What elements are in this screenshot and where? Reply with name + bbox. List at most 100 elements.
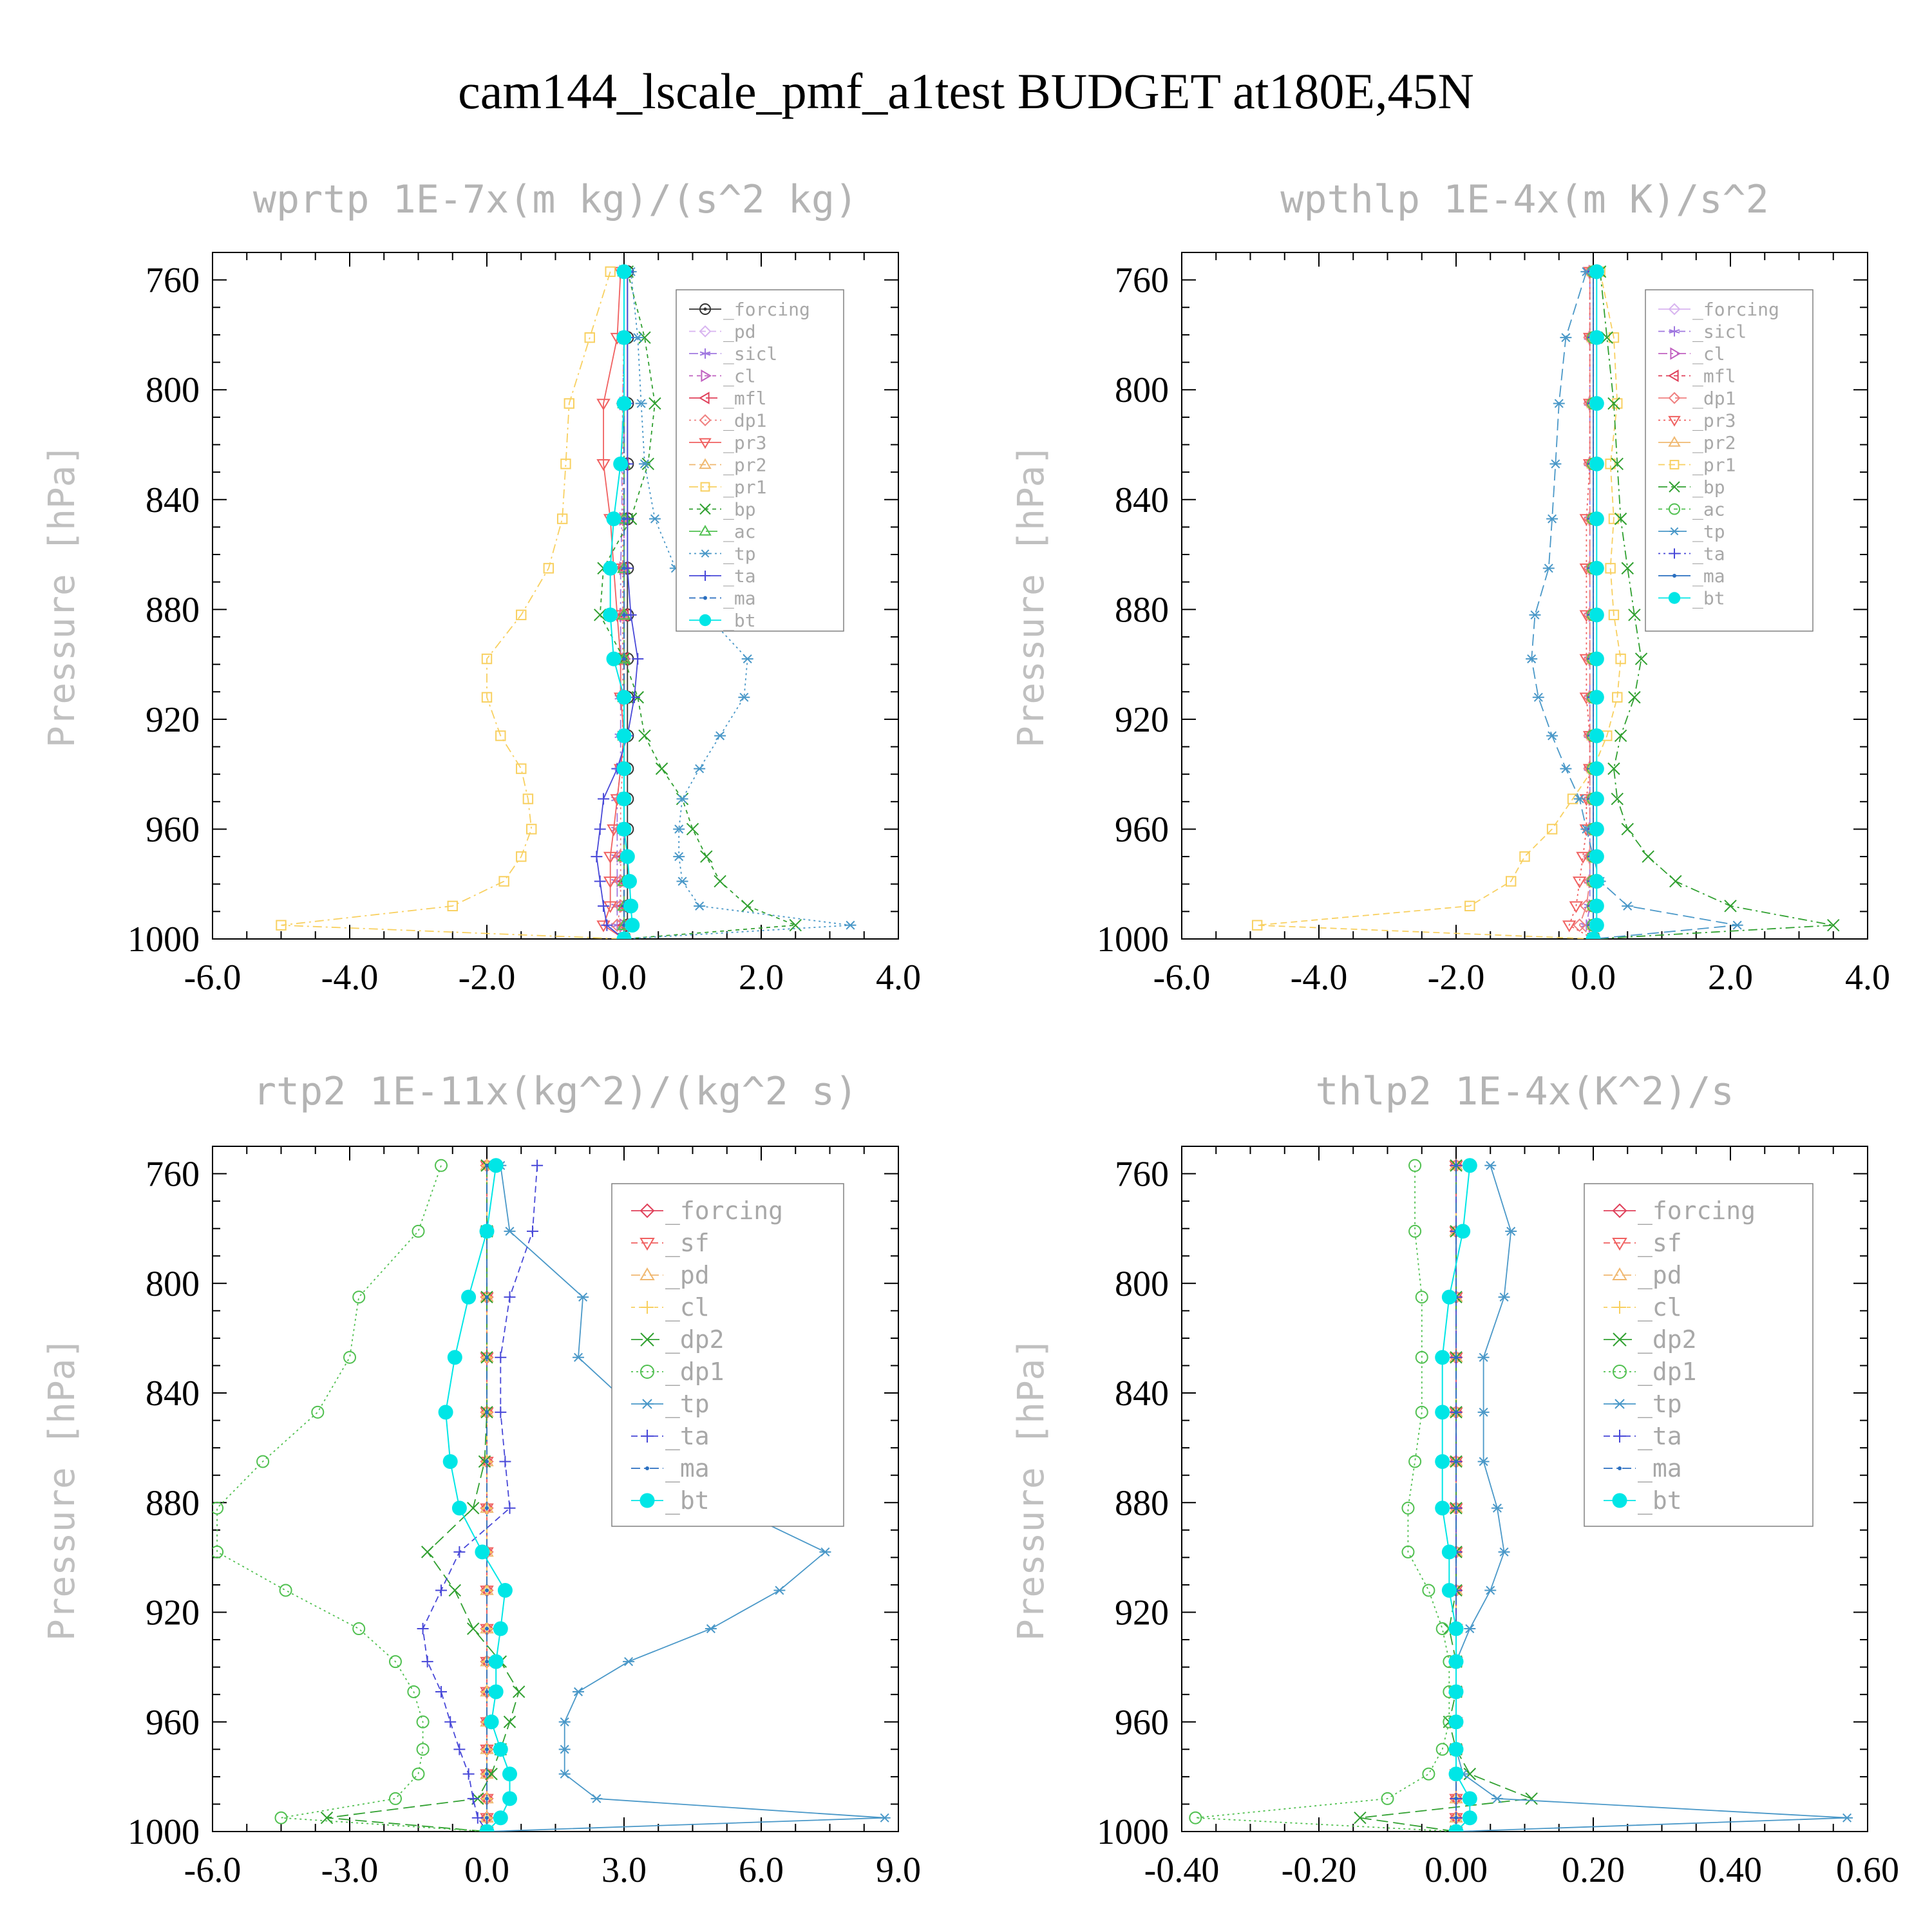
data-point-bt [502,1766,517,1782]
data-point-ma [622,566,626,571]
data-point-ma [1454,1163,1458,1168]
data-point-bt [475,1544,490,1560]
legend-box [1584,1183,1814,1527]
legend-marker [700,482,710,492]
x-tick-label: -0.20 [1282,1850,1357,1890]
data-point-dp2 [512,1685,526,1698]
data-point-pr1 [1251,920,1263,931]
data-point-dp1 [435,1159,448,1172]
y-tick-label: 880 [146,1483,200,1523]
data-point-ma [485,1588,489,1593]
legend-marker [1668,592,1681,604]
data-point-bt [606,651,621,667]
legend-label: _ma [1692,565,1725,587]
legend-marker [699,503,711,515]
chart-panel-1: wprtp 1E-7x(m kg)/(s^2 kg) Pressure [hPa]… [41,177,921,998]
x-tick-label: 2.0 [1708,958,1753,998]
legend-marker [1612,1493,1627,1508]
data-point-tp [741,654,753,664]
legend-marker [699,525,712,536]
legend-label: _pr2 [1692,432,1736,454]
y-tick-label: 880 [1115,590,1169,630]
data-point-dp2 [503,1716,516,1728]
data-point-dp1 [213,1501,224,1515]
data-point-tp [1477,1457,1490,1466]
chart-panel-2: wpthlp 1E-4x(m K)/s^2 Pressure [hPa] 760 80… [1010,177,1890,998]
data-point-tp [635,399,647,408]
series-group [213,1158,891,1832]
legend-marker [699,414,712,426]
legend-marker [699,325,712,337]
data-point-tp [649,514,661,524]
data-point-bp [714,875,726,888]
data-point-ta [453,1743,466,1756]
data-point-ma [485,1355,489,1359]
data-point-tp [573,1687,584,1696]
legend-label: _cl [665,1293,710,1322]
data-point-dp1 [1422,1767,1435,1781]
data-point-pr1 [1612,398,1623,409]
data-point-pr1 [605,266,616,278]
data-point-ma [485,1815,489,1820]
y-tick-label: 920 [146,700,200,740]
data-point-ta [598,900,610,912]
data-point-pr1 [1546,824,1558,835]
data-point-bt [1589,264,1604,279]
data-point-ta [467,1792,479,1804]
data-point-bt [451,1501,467,1516]
data-point-pr3 [603,876,618,889]
data-point-tp [504,1226,516,1236]
data-point-pr1 [276,920,287,931]
y-axis-label: Pressure [hPa] [1010,1337,1052,1641]
data-point-bt [603,607,618,623]
data-point-bt [1589,761,1604,777]
legend-label: _ac [723,521,756,543]
legend-marker [1669,460,1680,469]
x-tick-label: -6.0 [1153,958,1211,998]
x-tick-label: 0.20 [1562,1850,1625,1890]
legend-label: _tp [1638,1390,1682,1419]
data-point-dp1 [412,1224,425,1238]
data-point-pr1 [481,653,493,665]
data-point-pr3 [1572,876,1587,889]
series-group [1189,1158,1853,1832]
legend-label: _ta [1638,1422,1682,1451]
x-tick-label: 0.00 [1425,1850,1488,1890]
data-point-dp1 [279,1584,292,1597]
chart-panels: wprtp 1E-7x(m kg)/(s^2 kg) Pressure [hPa]… [41,177,1899,1890]
x-tick-label: 6.0 [739,1850,784,1890]
legend-label: _pd [723,321,756,343]
y-tick-label: 760 [146,1155,200,1195]
legend-label: _ac [1692,499,1725,521]
data-point-pr1 [498,876,509,887]
legend-marker [699,303,711,315]
data-point-bt [1589,728,1604,743]
data-point-tp [1477,1407,1490,1417]
data-point-dp1 [1422,1584,1435,1597]
data-point-bt [1586,931,1601,939]
data-point-bt [1589,456,1604,471]
legend-label: _ta [665,1422,710,1451]
data-point-ma [622,657,626,661]
legend-label: _ta [723,565,756,587]
data-point-bt [1448,1766,1464,1782]
data-point-pr1 [556,513,568,524]
y-tick-label: 840 [146,1374,200,1414]
x-tick-label: -3.0 [321,1850,379,1890]
data-point-dp2 [1354,1812,1367,1824]
data-point-dp2 [1525,1792,1538,1805]
data-point-dp1 [311,1405,325,1419]
series-line-ta [422,1165,538,1832]
data-point-dp2 [421,1546,434,1558]
data-point-ta [625,609,637,621]
data-point-bp [649,397,661,410]
data-point-pr1 [1612,692,1623,703]
data-point-ma [485,1163,489,1168]
data-point-pr3 [607,824,621,837]
data-point-pr1 [516,851,527,862]
data-point-ac [617,652,631,664]
legend-label: _bt [723,610,756,632]
data-point-ta [453,1546,466,1558]
legend-marker [1669,548,1680,559]
data-point-pr1 [564,398,574,409]
